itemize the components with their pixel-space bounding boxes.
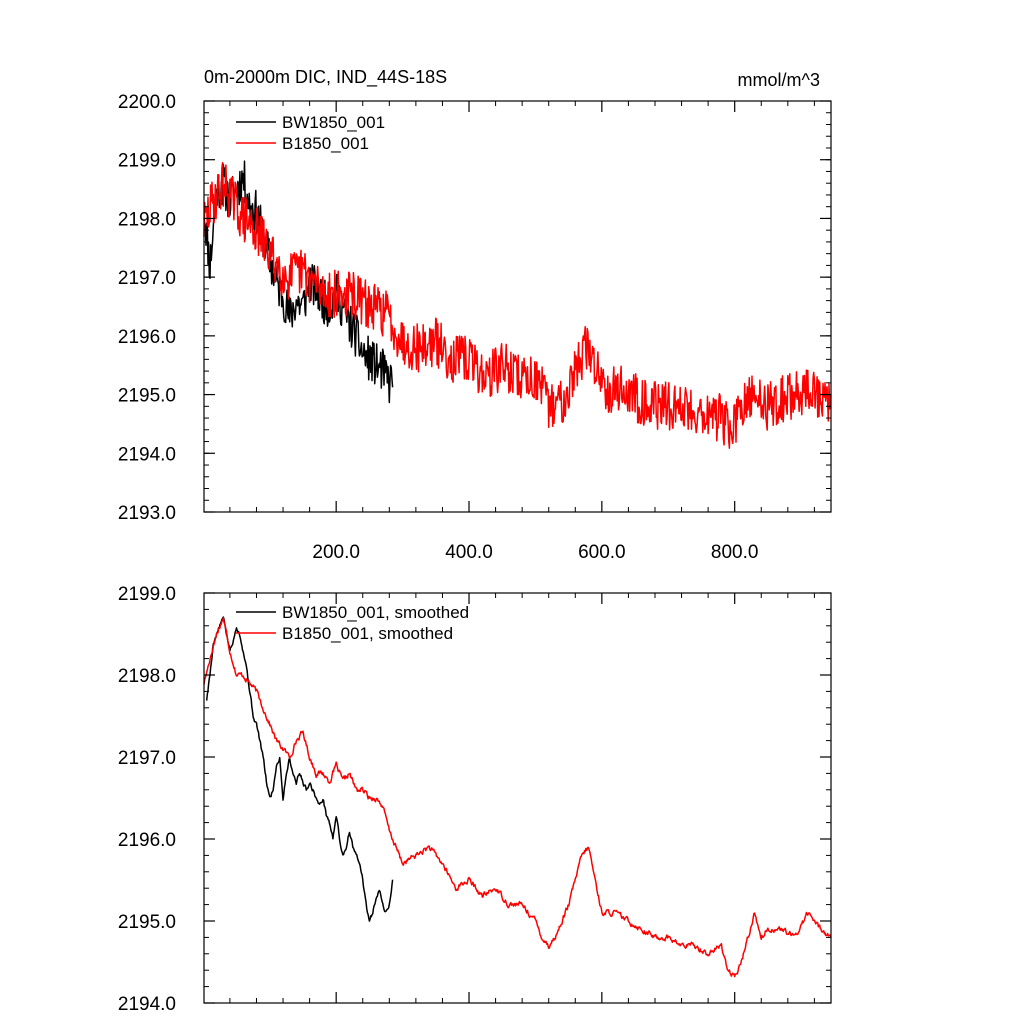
series-line-1 [203,161,832,449]
axis-layer: 2193.0 2194.0 2195.0 2196.0 2197.0 2198.0 2199… [118,92,832,563]
series-line-0 [203,160,394,404]
y-tick-label: 2198.0 [118,666,176,687]
y-tick-label: 2197.0 [118,268,176,289]
units-label: mmol/m^3 [738,70,820,90]
y-tick-label: 2195.0 [118,912,176,933]
y-tick-label: 2198.0 [118,209,176,230]
chart-title: 0m-2000m DIC, IND_44S-18S [204,67,447,88]
legend-label-b1850-smoothed: B1850_001, smoothed [282,624,453,643]
legend-label-bw1850-smoothed: BW1850_001, smoothed [282,603,469,622]
y-tick-label: 2199.0 [118,584,176,605]
legend: BW1850_001, smoothed B1850_001, smoothed [236,603,469,643]
legend: BW1850_001 B1850_001 [236,113,385,153]
plot-frame [203,592,832,1004]
bottom-panel: 2194.0 2195.0 2196.0 2197.0 2198.0 2199.0 BW1… [118,584,832,1015]
axis-layer: 2194.0 2195.0 2196.0 2197.0 2198.0 2199.0 [118,584,832,1015]
y-tick-label: 2196.0 [118,327,176,348]
y-tick-label: 2194.0 [118,994,176,1015]
series-line-0 [205,616,394,922]
y-tick-label: 2199.0 [118,151,176,172]
y-tick-label: 2197.0 [118,748,176,769]
plot-frame [203,100,832,513]
top-panel: 0m-2000m DIC, IND_44S-18S mmol/m^3 2193.… [118,67,832,563]
legend-label-b1850: B1850_001 [282,134,369,153]
x-tick-label: 400.0 [445,542,493,563]
series-line-1 [203,617,832,978]
x-tick-label: 800.0 [711,542,759,563]
y-tick-label: 2196.0 [118,830,176,851]
x-tick-label: 200.0 [312,542,360,563]
y-tick-label: 2195.0 [118,386,176,407]
y-tick-label: 2193.0 [118,503,176,524]
y-tick-label: 2194.0 [118,444,176,465]
series-layer [203,160,832,449]
legend-label-bw1850: BW1850_001 [282,113,385,132]
y-tick-label: 2200.0 [118,92,176,113]
x-tick-label: 600.0 [578,542,626,563]
series-layer [203,616,832,978]
